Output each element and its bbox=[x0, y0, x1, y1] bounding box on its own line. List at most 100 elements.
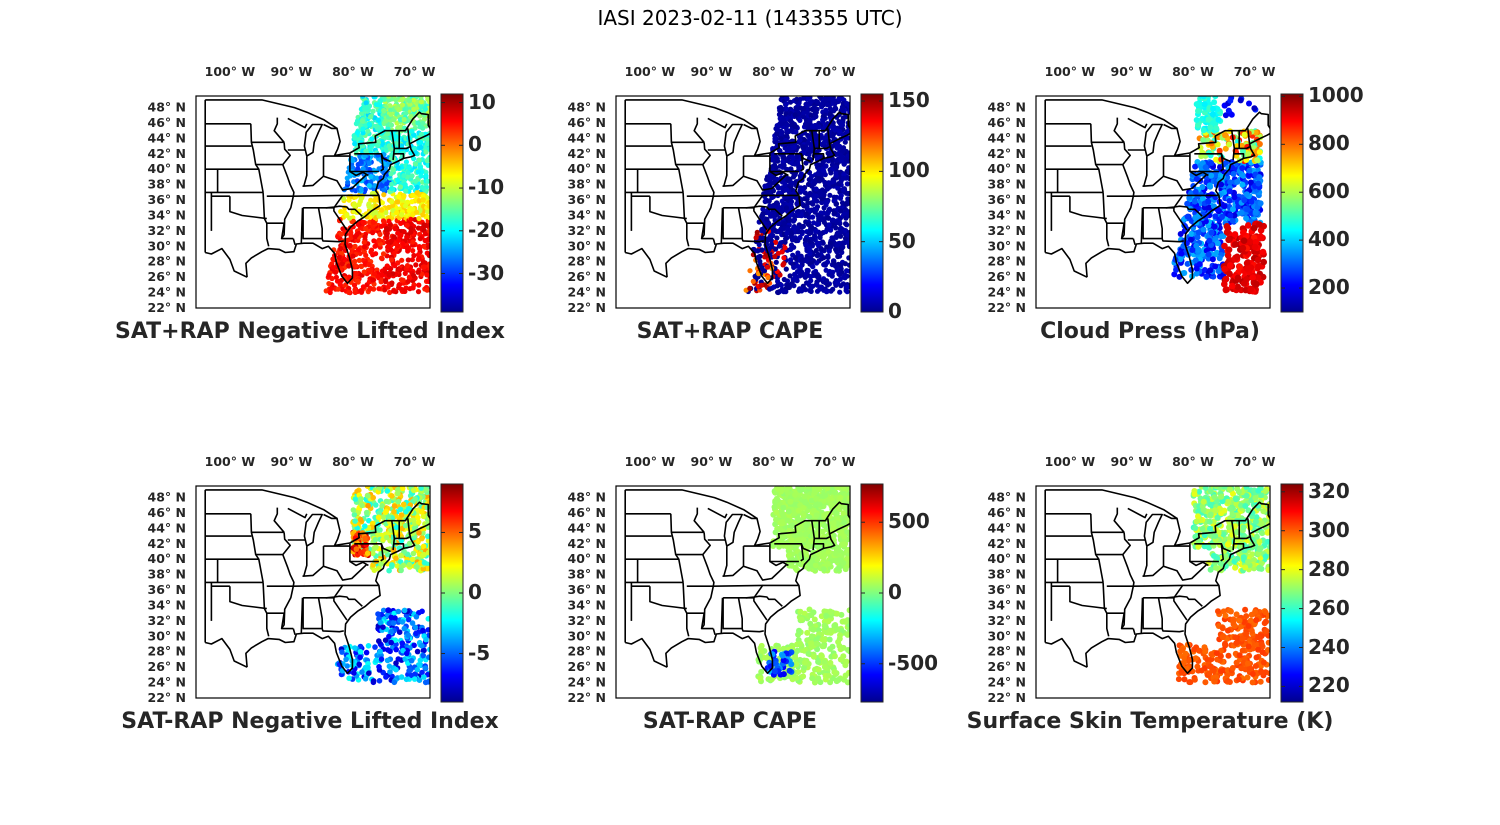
data-point bbox=[371, 271, 378, 277]
data-point bbox=[814, 282, 820, 288]
lat-tick-label: 40° N bbox=[148, 161, 186, 176]
data-point bbox=[826, 180, 832, 187]
data-point bbox=[772, 253, 778, 260]
data-point bbox=[1208, 229, 1215, 236]
data-point bbox=[409, 199, 415, 205]
data-point bbox=[418, 99, 424, 105]
border-line bbox=[1220, 153, 1224, 172]
lat-tick-label: 40° N bbox=[988, 161, 1026, 176]
data-point bbox=[1221, 242, 1228, 250]
data-point bbox=[822, 261, 828, 267]
border-line bbox=[407, 128, 411, 146]
data-point bbox=[390, 620, 397, 626]
data-point bbox=[363, 252, 369, 258]
data-point bbox=[779, 121, 785, 127]
border-line bbox=[649, 196, 687, 220]
data-point bbox=[355, 221, 361, 227]
colorbar-tick-label: 50 bbox=[888, 228, 916, 253]
data-point bbox=[373, 209, 379, 216]
border-line bbox=[205, 99, 430, 285]
data-point bbox=[774, 176, 780, 182]
lat-tick-label: 24° N bbox=[988, 285, 1026, 300]
data-point bbox=[370, 550, 376, 557]
data-point bbox=[359, 110, 365, 116]
data-point bbox=[1240, 280, 1248, 287]
data-point bbox=[1251, 243, 1259, 251]
data-point bbox=[1187, 236, 1194, 243]
data-point bbox=[1216, 255, 1223, 262]
data-point bbox=[356, 661, 363, 668]
data-point bbox=[1218, 181, 1225, 188]
data-point bbox=[1177, 231, 1184, 237]
data-point bbox=[339, 261, 345, 267]
data-point bbox=[1229, 217, 1236, 224]
data-point bbox=[402, 288, 408, 294]
border-line bbox=[713, 194, 763, 197]
data-point bbox=[770, 188, 776, 194]
data-point bbox=[360, 96, 366, 99]
data-point bbox=[828, 170, 834, 176]
data-point bbox=[387, 289, 393, 296]
data-point bbox=[376, 638, 382, 644]
border-line bbox=[625, 99, 850, 285]
data-point bbox=[1212, 213, 1219, 220]
data-point bbox=[781, 162, 787, 169]
data-point bbox=[416, 530, 422, 536]
data-point bbox=[827, 111, 833, 117]
border-line bbox=[682, 192, 690, 247]
data-point bbox=[404, 234, 410, 240]
data-point bbox=[1254, 157, 1261, 164]
data-point bbox=[378, 255, 385, 261]
data-point bbox=[814, 260, 820, 266]
data-point bbox=[363, 226, 369, 232]
data-point bbox=[388, 122, 395, 128]
data-point bbox=[351, 282, 358, 288]
map-frame bbox=[615, 95, 851, 309]
data-point bbox=[394, 210, 400, 216]
data-point bbox=[835, 253, 841, 260]
data-point bbox=[774, 235, 780, 241]
data-point bbox=[786, 146, 792, 152]
data-point bbox=[380, 607, 387, 614]
data-point bbox=[391, 234, 397, 240]
border-line bbox=[722, 174, 788, 191]
data-point bbox=[392, 240, 399, 247]
data-point bbox=[404, 222, 410, 228]
data-point bbox=[1239, 244, 1247, 252]
data-point bbox=[418, 96, 424, 100]
data-point bbox=[778, 227, 784, 233]
data-point bbox=[825, 282, 831, 288]
data-point bbox=[414, 648, 421, 655]
data-point bbox=[1211, 99, 1218, 106]
lat-tick-label: 32° N bbox=[988, 223, 1026, 238]
data-point bbox=[416, 198, 422, 204]
lat-tick-label: 48° N bbox=[148, 100, 186, 115]
data-point bbox=[410, 132, 417, 138]
border-line bbox=[1143, 156, 1148, 187]
data-point bbox=[377, 98, 383, 104]
data-point bbox=[811, 104, 817, 110]
data-point bbox=[1224, 170, 1231, 177]
data-point bbox=[1243, 191, 1250, 198]
data-point bbox=[816, 124, 822, 130]
data-point bbox=[767, 233, 773, 239]
lat-tick-label: 46° N bbox=[568, 115, 606, 130]
data-point bbox=[843, 156, 849, 162]
data-point bbox=[801, 203, 807, 209]
data-point bbox=[426, 654, 430, 660]
data-point bbox=[362, 535, 368, 542]
data-point bbox=[1254, 256, 1262, 264]
border-line bbox=[1045, 99, 1270, 285]
data-point bbox=[822, 172, 828, 178]
data-point bbox=[401, 194, 407, 200]
data-point bbox=[392, 263, 398, 269]
data-point bbox=[1194, 234, 1201, 241]
border-line bbox=[300, 207, 304, 244]
data-point bbox=[1246, 238, 1254, 245]
data-point bbox=[369, 136, 375, 142]
data-point bbox=[792, 271, 798, 277]
border-line bbox=[769, 170, 789, 177]
data-point bbox=[786, 176, 792, 182]
data-point bbox=[339, 649, 345, 655]
map-plot-p3: 100° W 90° W 80° W 70° W48° N46° N44° N42° … bbox=[988, 66, 1304, 315]
